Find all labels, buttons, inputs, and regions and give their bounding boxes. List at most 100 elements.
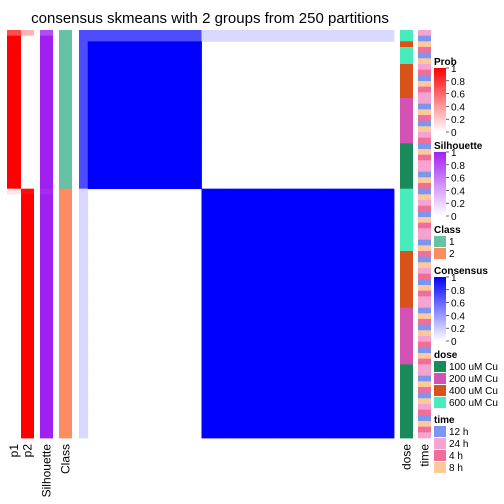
annotation-cell-class [59, 115, 72, 122]
consensus-cell [83, 324, 89, 331]
consensus-cell [245, 392, 251, 399]
consensus-cell [337, 319, 342, 326]
consensus-cell [83, 115, 89, 122]
consensus-cell [332, 296, 338, 303]
annotation-cell-class [59, 188, 72, 195]
consensus-cell [328, 432, 334, 439]
consensus-cell [96, 35, 102, 42]
consensus-cell [306, 194, 312, 201]
consensus-cell [319, 358, 325, 365]
consensus-cell [267, 296, 272, 303]
consensus-cell [236, 415, 242, 422]
consensus-cell [319, 35, 325, 42]
consensus-cell [284, 262, 290, 269]
consensus-cell [131, 64, 137, 71]
consensus-cell [83, 103, 89, 110]
consensus-cell [354, 30, 360, 37]
consensus-cell [271, 35, 277, 42]
annotation-cell-time [418, 52, 431, 59]
consensus-cell [337, 370, 342, 377]
consensus-cell [315, 392, 321, 399]
consensus-cell [341, 313, 347, 320]
consensus-cell [210, 217, 216, 224]
consensus-cell [271, 217, 277, 224]
consensus-cell [328, 217, 334, 224]
consensus-cell [157, 143, 163, 150]
legend-swatch [434, 462, 446, 473]
annotation-cell-p1 [7, 375, 21, 382]
consensus-cell [144, 120, 150, 127]
consensus-cell [131, 120, 137, 127]
consensus-cell [227, 228, 233, 235]
consensus-cell [332, 200, 338, 207]
consensus-cell [135, 171, 141, 178]
consensus-cell [267, 251, 272, 258]
consensus-cell [127, 183, 132, 190]
consensus-cell [175, 154, 181, 161]
consensus-cell [201, 432, 207, 439]
consensus-cell [258, 296, 264, 303]
consensus-cell [214, 30, 220, 37]
consensus-cell [197, 86, 202, 93]
consensus-cell [96, 41, 102, 48]
consensus-cell [83, 194, 89, 201]
consensus-cell [363, 211, 369, 218]
consensus-cell [385, 324, 391, 331]
consensus-cell [223, 222, 229, 229]
consensus-cell [240, 330, 246, 337]
consensus-cell [284, 273, 290, 280]
consensus-cell [127, 86, 132, 93]
consensus-cell [254, 234, 259, 241]
consensus-cell [297, 353, 303, 360]
consensus-cell [367, 319, 373, 326]
consensus-cell [144, 132, 150, 139]
consensus-cell [310, 432, 316, 439]
consensus-cell [240, 251, 246, 258]
consensus-cell [118, 92, 124, 99]
consensus-cell [135, 75, 141, 82]
consensus-cell [389, 296, 395, 303]
consensus-cell [149, 52, 154, 59]
consensus-cell [240, 262, 246, 269]
consensus-cell [367, 302, 373, 309]
annotation-cell-p1 [7, 69, 21, 76]
consensus-cell [79, 307, 84, 314]
consensus-cell [345, 432, 351, 439]
annotation-cell-class [59, 205, 72, 212]
consensus-cell [337, 256, 342, 263]
consensus-cell [245, 358, 251, 365]
consensus-cell [205, 387, 211, 394]
consensus-cell [219, 262, 224, 269]
consensus-cell [227, 330, 233, 337]
annotation-cell-time [418, 160, 431, 167]
consensus-cell [122, 35, 128, 42]
consensus-cell [188, 143, 194, 150]
consensus-cell [144, 30, 150, 37]
annotation-cell-silhouette [40, 183, 53, 190]
annotation-cell-class [59, 177, 72, 184]
consensus-cell [271, 398, 277, 405]
consensus-cell [306, 262, 312, 269]
consensus-cell [372, 404, 377, 411]
consensus-cell [359, 188, 364, 195]
consensus-cell [354, 381, 360, 388]
consensus-cell [118, 143, 124, 150]
consensus-cell [149, 30, 154, 37]
consensus-cell [315, 426, 321, 433]
consensus-cell [240, 370, 246, 377]
consensus-cell [367, 279, 373, 286]
consensus-cell [227, 256, 233, 263]
consensus-cell [96, 98, 102, 105]
consensus-cell [227, 375, 233, 382]
consensus-cell [157, 132, 163, 139]
consensus-cell [114, 86, 119, 93]
consensus-cell [284, 370, 290, 377]
consensus-cell [350, 307, 356, 314]
annotation-cell-silhouette [40, 398, 53, 405]
consensus-cell [227, 222, 233, 229]
consensus-cell [262, 296, 268, 303]
consensus-cell [337, 251, 342, 258]
consensus-cell [232, 421, 237, 428]
consensus-cell [249, 194, 255, 201]
consensus-cell [367, 30, 373, 37]
